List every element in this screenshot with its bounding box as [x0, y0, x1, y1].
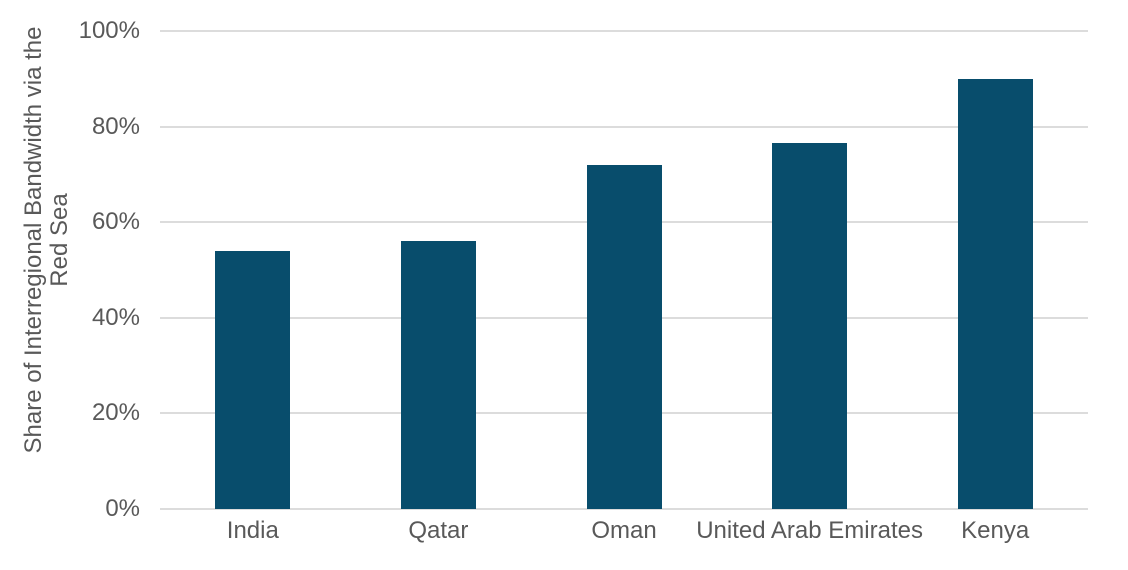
y-tick-label-20: 20%	[91, 399, 140, 427]
x-tick-label-kenya: Kenya	[961, 517, 1030, 544]
bar-qatar	[400, 241, 476, 509]
y-axis-tick-labels: 0% 20% 40% 60% 80% 100%	[0, 17, 140, 522]
y-tick-label-0: 0%	[105, 495, 140, 522]
bar-oman	[586, 164, 662, 509]
y-tick-label-40: 40%	[91, 303, 140, 331]
gridline-100	[160, 30, 1088, 32]
gridline-80	[160, 125, 1088, 128]
bar-kenya	[957, 78, 1033, 509]
plot-area	[160, 30, 1088, 510]
x-tick-label-qatar: Qatar	[408, 517, 469, 544]
x-tick-label-united-arab-emirates: United Arab Emirates	[696, 517, 923, 544]
gridline-0	[160, 508, 1088, 510]
y-tick-label-60: 60%	[91, 208, 140, 236]
bar-united-arab-emirates	[772, 143, 848, 509]
bar-india	[215, 250, 291, 509]
x-axis-labels: India Qatar Oman United Arab Emirates Kenya	[160, 509, 1088, 570]
x-tick-label-india: India	[226, 517, 279, 544]
y-tick-label-100: 100%	[78, 17, 140, 44]
x-tick-label-oman: Oman	[591, 517, 657, 544]
y-tick-label-80: 80%	[91, 112, 140, 140]
